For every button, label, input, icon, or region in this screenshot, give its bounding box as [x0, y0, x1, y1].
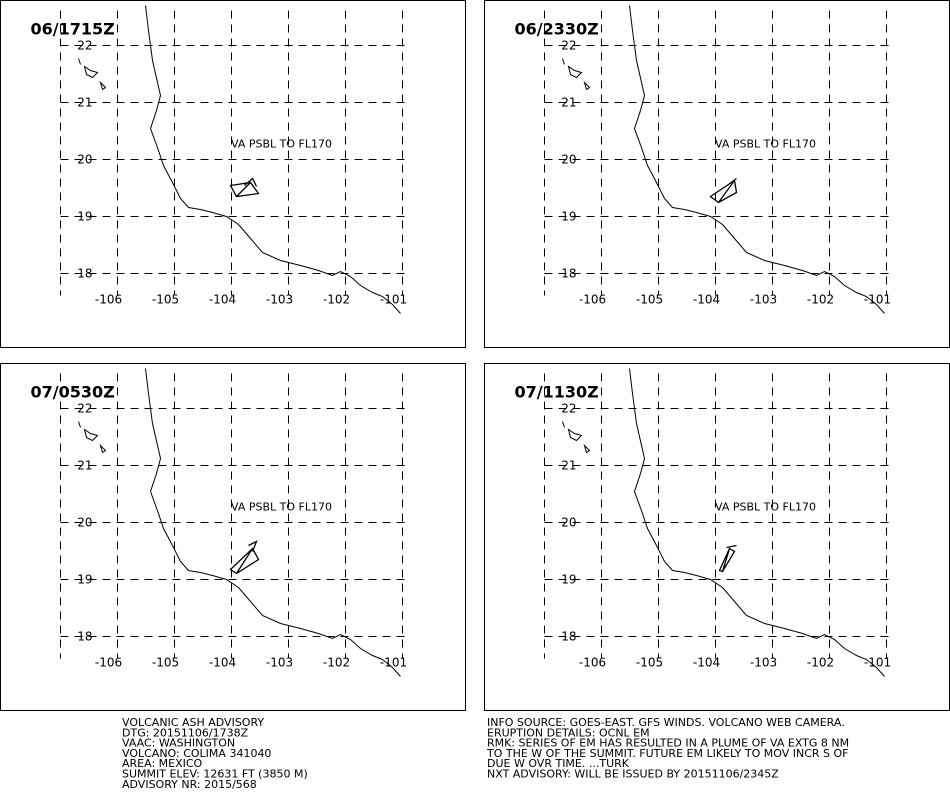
lat-label: 18 — [77, 267, 92, 281]
lat-label: 19 — [561, 573, 576, 587]
map-panel: -106 -105 -104 -103 -102 -101 22 21 20 19 18 06/171… — [0, 0, 466, 348]
advisory-right: INFO SOURCE: GOES-EAST. GFS WINDS. VOLCA… — [486, 716, 849, 781]
panel-time: 06/1715Z — [31, 20, 115, 39]
ash-plume — [709, 177, 738, 204]
lon-label: -102 — [807, 656, 834, 670]
lat-label: 21 — [561, 459, 576, 473]
panel-border — [0, 363, 466, 711]
advisory-line: DTG: 20151106/1738Z — [122, 726, 249, 739]
va-label: VA PSBL TO FL170 — [231, 138, 332, 151]
lat-label: 18 — [561, 267, 576, 281]
lon-label: -101 — [864, 656, 891, 670]
va-label: VA PSBL TO FL170 — [715, 138, 816, 151]
lon-label: -105 — [636, 656, 663, 670]
lon-label: -102 — [323, 293, 350, 307]
lat-label: 22 — [561, 39, 576, 53]
lat-label: 21 — [561, 96, 576, 110]
lat-label: 18 — [561, 630, 576, 644]
lat-label: 21 — [77, 96, 92, 110]
advisory-line: SUMMIT ELEV: 12631 FT (3850 M) — [122, 768, 308, 781]
lon-label: -106 — [95, 656, 122, 670]
advisory-line: VOLCANO: COLIMA 341040 — [122, 747, 271, 760]
lat-label: 20 — [561, 516, 576, 530]
lon-label: -103 — [266, 656, 293, 670]
advisory-line: ADVISORY NR: 2015/568 — [122, 778, 257, 791]
lat-label: 18 — [77, 630, 92, 644]
advisory-line: DUE W OVR TIME. ...TURK — [487, 757, 630, 770]
lon-label: -106 — [579, 293, 606, 307]
advisory-line: VOLCANIC ASH ADVISORY — [122, 716, 264, 729]
lat-label: 19 — [77, 210, 92, 224]
map-panel: -106 -105 -104 -103 -102 -101 22 21 20 19 18 06/233… — [484, 0, 950, 348]
lon-label: -106 — [579, 656, 606, 670]
advisory-line: RMK: SERIES OF EM HAS RESULTED IN A PLUM… — [487, 737, 849, 750]
lat-label: 19 — [561, 210, 576, 224]
lon-label: -102 — [323, 656, 350, 670]
lat-label: 22 — [77, 402, 92, 416]
lat-label: 22 — [561, 402, 576, 416]
ash-plume — [229, 177, 260, 198]
lon-label: -101 — [380, 293, 407, 307]
lon-label: -104 — [693, 656, 720, 670]
coastline — [562, 368, 885, 677]
ash-plume — [229, 540, 260, 575]
lon-label: -104 — [693, 293, 720, 307]
coastline — [78, 5, 401, 314]
lon-label: -101 — [864, 293, 891, 307]
lat-label: 22 — [77, 39, 92, 53]
panel-time: 06/2330Z — [515, 20, 599, 39]
lon-label: -103 — [266, 293, 293, 307]
lon-label: -105 — [636, 293, 663, 307]
ash-plume — [718, 544, 737, 573]
advisory-line: NXT ADVISORY: WILL BE ISSUED BY 20151106… — [487, 768, 779, 781]
map-panel: -106 -105 -104 -103 -102 -101 22 21 20 19 18 07/113… — [484, 363, 950, 711]
advisory-line: VAAC: WASHINGTON — [122, 737, 235, 750]
lon-label: -103 — [750, 656, 777, 670]
advisory-line: TO THE W OF THE SUMMIT. FUTURE EM LIKELY… — [486, 747, 848, 760]
lon-label: -105 — [152, 293, 179, 307]
lon-label: -106 — [95, 293, 122, 307]
advisory-line: INFO SOURCE: GOES-EAST. GFS WINDS. VOLCA… — [487, 716, 845, 729]
lon-label: -103 — [750, 293, 777, 307]
lat-label: 21 — [77, 459, 92, 473]
va-label: VA PSBL TO FL170 — [715, 501, 816, 514]
lat-label: 20 — [77, 153, 92, 167]
coastline — [562, 5, 885, 314]
lon-label: -104 — [209, 293, 236, 307]
lat-label: 20 — [561, 153, 576, 167]
panel-time: 07/0530Z — [31, 383, 115, 402]
lon-label: -102 — [807, 293, 834, 307]
lon-label: -104 — [209, 656, 236, 670]
map-panel: -106 -105 -104 -103 -102 -101 22 21 20 19 18 07/053… — [0, 363, 466, 711]
lat-label: 19 — [77, 573, 92, 587]
lat-label: 20 — [77, 516, 92, 530]
panel-time: 07/1130Z — [515, 383, 599, 402]
panel-border — [0, 0, 466, 348]
advisory-line: AREA: MEXICO — [122, 757, 203, 770]
lon-label: -105 — [152, 656, 179, 670]
advisory-line: ERUPTION DETAILS: OCNL EM — [487, 726, 650, 739]
va-label: VA PSBL TO FL170 — [231, 501, 332, 514]
lon-label: -101 — [380, 656, 407, 670]
coastline — [78, 368, 401, 677]
